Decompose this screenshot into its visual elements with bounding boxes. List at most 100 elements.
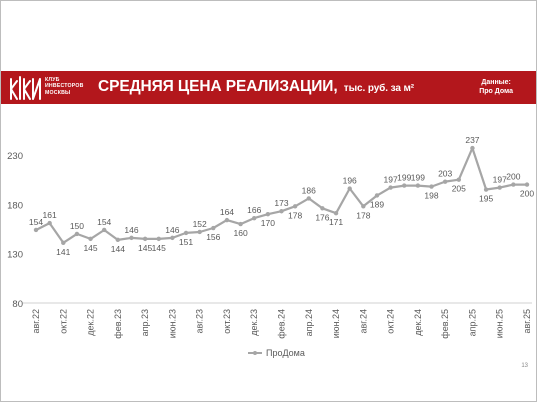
x-tick-label: фев.23 xyxy=(113,309,123,339)
source-label: Данные: xyxy=(481,79,511,86)
data-label: 151 xyxy=(179,237,193,247)
data-label: 144 xyxy=(111,244,125,254)
data-point xyxy=(61,240,66,246)
data-point xyxy=(415,183,421,188)
x-tick-label: авг.22 xyxy=(31,309,41,333)
data-point xyxy=(442,179,448,184)
data-point xyxy=(101,227,107,233)
y-tick-label: 80 xyxy=(12,299,23,310)
data-label: 150 xyxy=(70,221,84,231)
data-point xyxy=(429,184,434,189)
data-label: 203 xyxy=(438,169,452,179)
data-label: 178 xyxy=(356,210,370,220)
data-point xyxy=(333,211,339,216)
data-label: 146 xyxy=(124,225,138,235)
data-point xyxy=(374,193,380,198)
x-tick-label: окт.23 xyxy=(222,309,232,334)
data-label: 141 xyxy=(56,247,70,257)
data-label: 200 xyxy=(520,189,534,199)
logo-line: ИНВЕСТОРОВ xyxy=(45,83,84,90)
y-tick-label: 130 xyxy=(7,250,23,261)
data-label: 196 xyxy=(343,176,357,186)
data-label: 170 xyxy=(261,218,275,228)
data-label: 145 xyxy=(138,243,152,253)
club-logo-text: КЛУБ ИНВЕСТОРОВ МОСКВЫ xyxy=(45,77,95,96)
x-tick-label: фев.25 xyxy=(440,309,450,339)
data-point xyxy=(224,217,230,223)
source-value: Про Дома xyxy=(479,88,513,95)
data-point xyxy=(265,212,271,217)
series-line-prodoma xyxy=(35,147,527,244)
data-point xyxy=(129,235,134,241)
data-label: 160 xyxy=(233,228,247,238)
data-label: 200 xyxy=(506,172,520,182)
data-label: 164 xyxy=(220,207,234,217)
x-tick-label: апр.25 xyxy=(467,309,477,336)
data-label: 176 xyxy=(315,212,329,222)
data-point xyxy=(156,236,161,242)
data-label: 154 xyxy=(29,217,43,227)
data-point xyxy=(88,236,93,242)
title-unit: тыс. руб. за м² xyxy=(343,83,414,94)
x-tick-label: авг.24 xyxy=(358,309,368,333)
title-banner: КЛУБ ИНВЕСТОРОВ МОСКВЫ СРЕДНЯЯ ЦЕНА РЕАЛ… xyxy=(1,71,536,104)
data-point xyxy=(361,204,366,209)
data-point xyxy=(402,183,407,188)
data-point xyxy=(292,204,298,209)
x-tick-label: июн.25 xyxy=(495,309,505,338)
data-point xyxy=(306,196,311,201)
title-text: СРЕДНЯЯ ЦЕНА РЕАЛИЗАЦИИ, xyxy=(98,78,338,95)
data-point xyxy=(197,229,202,235)
data-point xyxy=(347,186,352,191)
data-point xyxy=(142,236,148,242)
data-label: 173 xyxy=(274,198,288,208)
data-point xyxy=(511,182,516,187)
data-point xyxy=(170,235,175,241)
data-label: 237 xyxy=(465,135,479,145)
data-point xyxy=(388,185,393,190)
data-label: 145 xyxy=(83,243,97,253)
data-label: 189 xyxy=(370,199,384,209)
data-point xyxy=(33,227,39,233)
x-tick-label: апр.24 xyxy=(304,309,314,336)
data-label: 154 xyxy=(97,217,111,227)
page-title: СРЕДНЯЯ ЦЕНА РЕАЛИЗАЦИИ, тыс. руб. за м² xyxy=(98,78,414,96)
logo-line: МОСКВЫ xyxy=(45,89,71,96)
x-tick-label: авг.23 xyxy=(195,309,205,333)
data-label: 146 xyxy=(165,225,179,235)
data-point xyxy=(279,209,284,214)
club-logo-icon xyxy=(7,73,43,103)
data-point xyxy=(74,231,80,237)
data-label: 186 xyxy=(302,185,316,195)
page-number: 13 xyxy=(521,363,528,369)
data-point xyxy=(470,145,475,151)
x-tick-label: дек.22 xyxy=(86,309,96,336)
data-label: 197 xyxy=(384,175,398,185)
data-point xyxy=(320,206,325,211)
data-point xyxy=(183,230,189,236)
data-point xyxy=(497,185,502,190)
data-label: 152 xyxy=(193,219,207,229)
data-label: 199 xyxy=(397,173,411,183)
data-point xyxy=(115,237,121,243)
data-label: 178 xyxy=(288,210,302,220)
x-tick-label: июн.23 xyxy=(167,309,177,338)
data-label: 156 xyxy=(206,232,220,242)
y-tick-label: 180 xyxy=(7,200,23,211)
x-tick-label: июн.24 xyxy=(331,309,341,338)
x-tick-label: дек.24 xyxy=(413,309,423,336)
logo-line: КЛУБ xyxy=(45,77,60,83)
x-tick-label: апр.23 xyxy=(140,309,150,336)
data-label: 198 xyxy=(424,191,438,201)
x-tick-label: окт.24 xyxy=(386,309,396,334)
x-tick-label: дек.23 xyxy=(249,309,259,336)
legend-label: ПроДома xyxy=(266,348,305,358)
y-tick-label: 230 xyxy=(7,151,23,162)
data-label: 145 xyxy=(152,243,166,253)
data-label: 171 xyxy=(329,217,343,227)
data-label: 199 xyxy=(411,173,425,183)
data-point xyxy=(47,220,52,226)
legend-marker-icon xyxy=(253,351,257,355)
data-point xyxy=(252,215,257,221)
